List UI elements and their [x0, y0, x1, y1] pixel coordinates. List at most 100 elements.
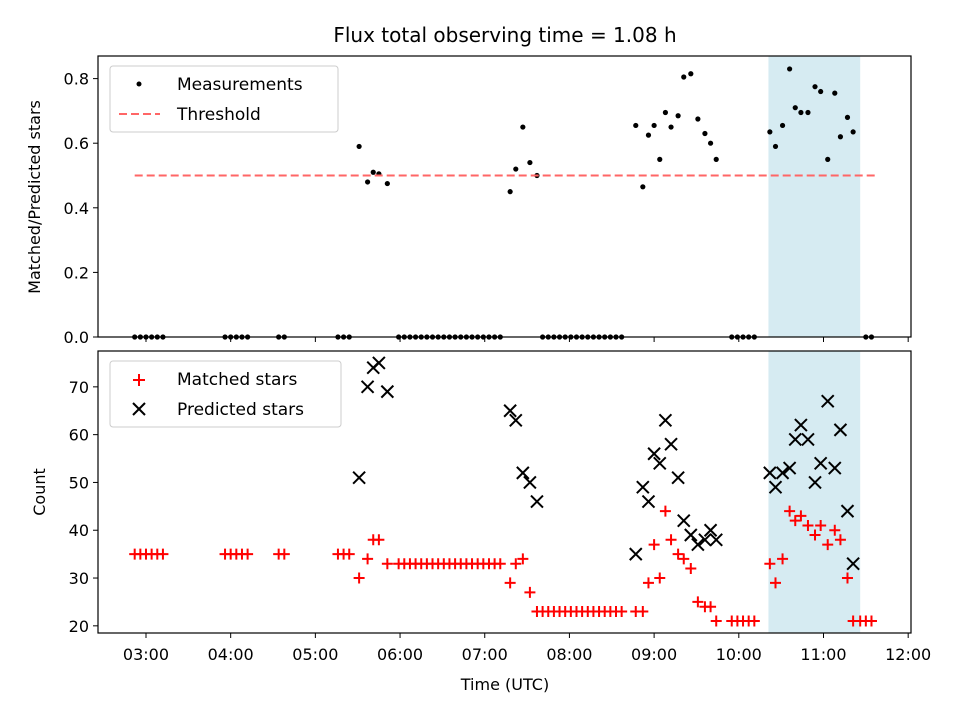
- data-point: [396, 334, 402, 340]
- data-point: [475, 334, 481, 340]
- bottom-y-axis-label: Count: [30, 468, 49, 516]
- data-point: [523, 475, 537, 490]
- bottom-highlight-span: [768, 351, 861, 633]
- data-point: [770, 577, 781, 589]
- data-point: [530, 494, 544, 509]
- x-tick-label: 06:00: [377, 645, 423, 664]
- data-point: [777, 553, 789, 565]
- data-point: [665, 534, 677, 546]
- x-tick-label: 08:00: [546, 645, 592, 664]
- data-point: [504, 577, 516, 589]
- data-point: [709, 533, 723, 547]
- data-point: [775, 466, 790, 480]
- data-point: [659, 505, 671, 517]
- data-point: [636, 480, 650, 494]
- data-point: [808, 475, 822, 490]
- data-point: [641, 494, 656, 509]
- data-point: [691, 537, 705, 552]
- data-point: [607, 334, 613, 340]
- data-point: [228, 334, 234, 340]
- data-point: [494, 558, 506, 570]
- data-point: [573, 334, 580, 340]
- data-point: [579, 334, 585, 340]
- data-point: [384, 180, 390, 187]
- x-tick-label: 07:00: [462, 645, 508, 664]
- data-point: [222, 334, 228, 340]
- data-point: [822, 539, 834, 551]
- data-point: [424, 334, 430, 340]
- data-point: [137, 334, 143, 340]
- data-point: [503, 404, 517, 418]
- data-point: [868, 334, 875, 340]
- series-matched-stars: [129, 505, 877, 627]
- data-point: [335, 334, 341, 340]
- data-point: [343, 548, 355, 560]
- data-point: [527, 159, 533, 166]
- data-point: [681, 74, 687, 80]
- data-point: [834, 534, 846, 546]
- data-point: [435, 334, 441, 340]
- data-point: [821, 394, 835, 408]
- data-point: [829, 524, 841, 536]
- data-point: [458, 334, 464, 340]
- bottom-y-tick-label: 50: [69, 473, 89, 492]
- x-tick-label: 12:00: [885, 645, 931, 664]
- data-point: [801, 432, 815, 447]
- data-point: [562, 334, 568, 340]
- data-point: [675, 113, 681, 119]
- data-point: [132, 334, 138, 340]
- data-point: [372, 356, 386, 370]
- data-point: [792, 105, 798, 111]
- data-point: [585, 334, 591, 340]
- legend-marker-matched-stars: [133, 374, 145, 386]
- data-point: [276, 334, 282, 340]
- data-point: [590, 334, 597, 340]
- data-point: [353, 572, 365, 584]
- data-point: [364, 179, 371, 185]
- data-point: [653, 456, 667, 471]
- data-point: [242, 548, 254, 560]
- data-point: [794, 418, 808, 432]
- data-point: [160, 334, 166, 340]
- data-point: [380, 384, 395, 399]
- data-point: [812, 84, 818, 90]
- data-point: [381, 558, 393, 570]
- data-point: [802, 519, 814, 531]
- x-tick-label: 04:00: [208, 645, 254, 664]
- data-point: [863, 334, 869, 340]
- top-y-axis-label: Matched/Predicted stars: [25, 100, 44, 294]
- data-point: [233, 334, 239, 340]
- data-point: [841, 572, 853, 584]
- top-legend: Measurements Threshold: [109, 65, 339, 133]
- data-point: [767, 129, 773, 135]
- data-point: [832, 90, 838, 96]
- data-point: [840, 504, 855, 518]
- data-point: [734, 334, 740, 340]
- data-point: [685, 562, 697, 574]
- bottom-y-tick-label: 60: [69, 426, 89, 445]
- bottom-y-tick-label: 30: [69, 569, 89, 588]
- data-point: [516, 466, 530, 480]
- data-point: [798, 109, 804, 116]
- data-point: [510, 558, 522, 570]
- data-point: [556, 334, 563, 340]
- data-point: [629, 547, 643, 561]
- top-plot-frame: [97, 55, 912, 338]
- data-point: [545, 334, 551, 340]
- data-point: [602, 334, 608, 340]
- data-point: [764, 558, 776, 570]
- data-point: [703, 523, 718, 537]
- data-point: [710, 615, 722, 627]
- data-point: [844, 114, 851, 120]
- data-point: [692, 596, 704, 608]
- data-point: [157, 548, 169, 560]
- data-point: [671, 470, 685, 485]
- data-point: [568, 334, 574, 340]
- data-point: [707, 140, 714, 146]
- data-point: [788, 432, 802, 447]
- x-tick-label: 05:00: [292, 645, 338, 664]
- data-point: [865, 615, 877, 627]
- data-point: [828, 461, 842, 475]
- data-point: [657, 156, 663, 162]
- legend-label-matched-stars: Matched stars: [177, 370, 297, 390]
